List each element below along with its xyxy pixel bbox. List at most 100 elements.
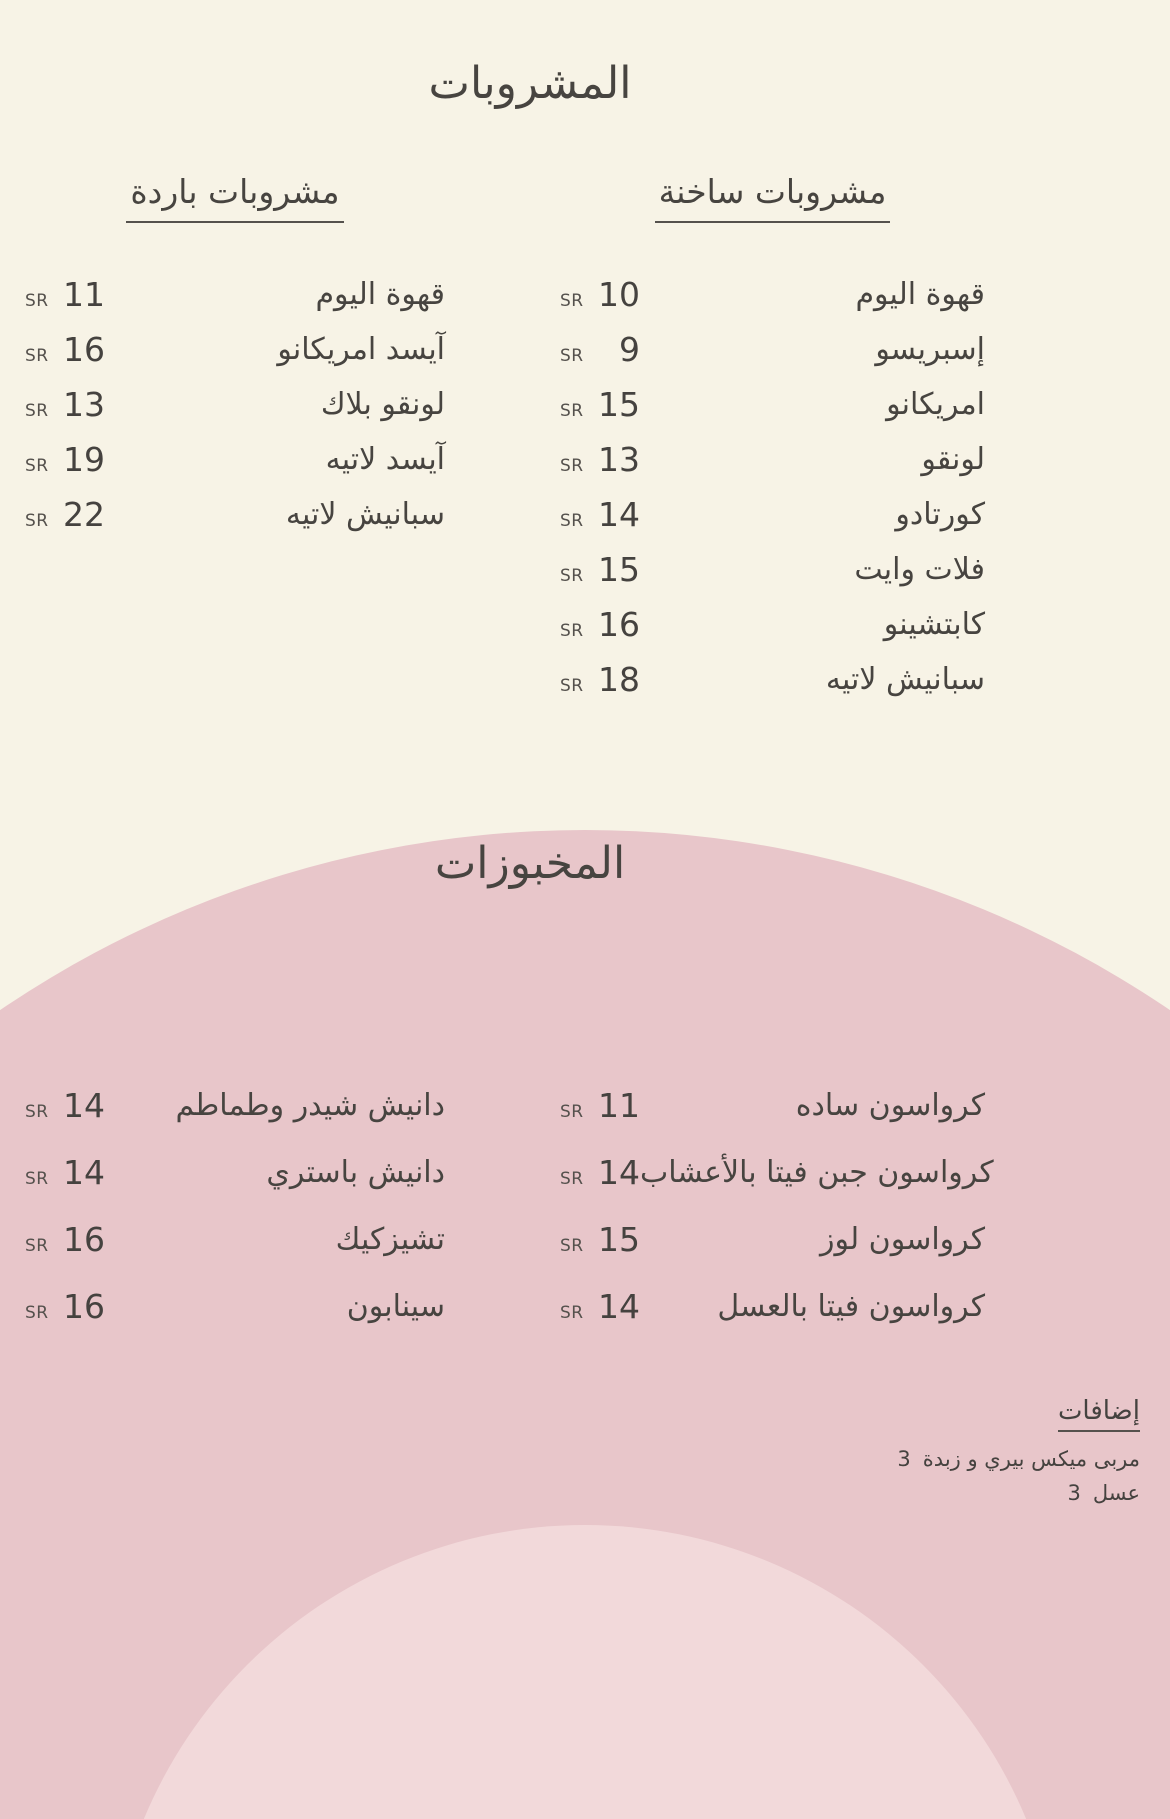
- extras-section: إضافات مربى ميكس بيري و زبدة 3 عسل 3: [897, 1396, 1140, 1510]
- bakery-left-column: SR 14 دانيش شيدر وطماطم SR 14 دانيش باستري…: [25, 1072, 445, 1340]
- extras-header: إضافات: [1057, 1396, 1140, 1432]
- menu-item-row: SR 14 دانيش شيدر وطماطم: [25, 1072, 445, 1139]
- item-price: SR 10: [560, 275, 640, 314]
- currency-label: SR: [25, 1102, 49, 1122]
- menu-item-row: SR 16 سينابون: [25, 1273, 445, 1340]
- item-name: سينابون: [346, 1289, 445, 1324]
- currency-label: SR: [25, 401, 49, 421]
- cold-drinks-header-label: مشروبات باردة: [126, 172, 344, 223]
- menu-item-row: SR 14 كورتادو: [560, 487, 985, 542]
- item-name: قهوة اليوم: [855, 277, 985, 312]
- menu-item-row: SR 9 إسبريسو: [560, 322, 985, 377]
- item-name: آيسد لاتيه: [325, 442, 445, 477]
- price-value: 13: [63, 385, 105, 424]
- item-name: لونقو: [921, 442, 985, 477]
- hot-drinks-header-label: مشروبات ساخنة: [654, 172, 891, 223]
- price-value: 14: [598, 1287, 640, 1326]
- currency-label: SR: [560, 1169, 584, 1189]
- price-value: 15: [598, 550, 640, 589]
- item-name: امريكانو: [886, 387, 985, 422]
- menu-item-row: SR 14 كرواسون جبن فيتا بالأعشاب: [560, 1139, 994, 1206]
- price-value: 11: [63, 275, 105, 314]
- beverages-section-title: المشروبات: [428, 58, 632, 109]
- item-price: SR 11: [560, 1086, 640, 1125]
- currency-label: SR: [560, 401, 584, 421]
- currency-label: SR: [25, 1169, 49, 1189]
- menu-item-row: SR 15 فلات وايت: [560, 542, 985, 597]
- item-price: SR 14: [25, 1153, 105, 1192]
- extra-item-row: عسل 3: [897, 1476, 1140, 1510]
- item-price: SR 16: [560, 605, 640, 644]
- price-value: 14: [598, 495, 640, 534]
- currency-label: SR: [560, 621, 584, 641]
- extra-item-row: مربى ميكس بيري و زبدة 3: [897, 1442, 1140, 1476]
- item-price: SR 16: [25, 1220, 105, 1259]
- menu-item-row: SR 15 كرواسون لوز: [560, 1206, 985, 1273]
- currency-label: SR: [25, 1303, 49, 1323]
- item-name: آيسد امريكانو: [277, 332, 445, 367]
- item-name: كابتشينو: [883, 607, 985, 642]
- hot-drinks-header: مشروبات ساخنة: [560, 172, 985, 223]
- currency-label: SR: [25, 346, 49, 366]
- menu-item-row: SR 16 آيسد امريكانو: [25, 322, 445, 377]
- cold-drinks-column: مشروبات باردة SR 11 قهوة اليوم SR 16 آيسد …: [25, 172, 445, 542]
- menu-item-row: SR 11 كرواسون ساده: [560, 1072, 985, 1139]
- currency-label: SR: [25, 456, 49, 476]
- item-name: سبانيش لاتيه: [825, 662, 985, 697]
- item-price: SR 14: [25, 1086, 105, 1125]
- item-price: SR 22: [25, 495, 105, 534]
- bakery-section-title: المخبوزات: [434, 838, 626, 889]
- price-value: 9: [619, 330, 640, 369]
- menu-item-row: SR 18 سبانيش لاتيه: [560, 652, 985, 707]
- menu-item-row: SR 14 كرواسون فيتا بالعسل: [560, 1273, 985, 1340]
- item-name: إسبريسو: [875, 332, 985, 367]
- menu-item-row: SR 14 دانيش باستري: [25, 1139, 445, 1206]
- item-name: كورتادو: [895, 497, 985, 532]
- price-value: 13: [598, 440, 640, 479]
- currency-label: SR: [25, 291, 49, 311]
- item-name: كرواسون لوز: [820, 1222, 985, 1257]
- price-value: 16: [63, 330, 105, 369]
- currency-label: SR: [25, 1236, 49, 1256]
- currency-label: SR: [560, 1102, 584, 1122]
- price-value: 15: [598, 385, 640, 424]
- item-price: SR 14: [560, 1287, 640, 1326]
- menu-item-row: SR 13 لونقو: [560, 432, 985, 487]
- currency-label: SR: [560, 1236, 584, 1256]
- price-value: 19: [63, 440, 105, 479]
- item-price: SR 15: [560, 385, 640, 424]
- item-name: دانيش شيدر وطماطم: [175, 1088, 445, 1123]
- price-value: 14: [63, 1086, 105, 1125]
- extra-name: عسل: [1092, 1481, 1140, 1505]
- item-price: SR 11: [25, 275, 105, 314]
- hot-drinks-column: مشروبات ساخنة SR 10 قهوة اليوم SR 9 إسبريس…: [560, 172, 985, 707]
- extra-price: 3: [897, 1447, 911, 1471]
- bakery-right-column: SR 11 كرواسون ساده SR 14 كرواسون جبن فيتا …: [560, 1072, 994, 1340]
- price-value: 18: [598, 660, 640, 699]
- currency-label: SR: [560, 511, 584, 531]
- item-price: SR 15: [560, 1220, 640, 1259]
- item-name: فلات وايت: [854, 552, 985, 587]
- currency-label: SR: [560, 676, 584, 696]
- price-value: 16: [598, 605, 640, 644]
- item-name: لونقو بلاك: [320, 387, 445, 422]
- price-value: 14: [598, 1153, 640, 1192]
- currency-label: SR: [25, 511, 49, 531]
- item-price: SR 16: [25, 1287, 105, 1326]
- price-value: 15: [598, 1220, 640, 1259]
- menu-item-row: SR 11 قهوة اليوم: [25, 267, 445, 322]
- item-price: SR 18: [560, 660, 640, 699]
- item-name: كرواسون ساده: [795, 1088, 985, 1123]
- currency-label: SR: [560, 566, 584, 586]
- item-name: كرواسون فيتا بالعسل: [717, 1289, 985, 1324]
- item-price: SR 13: [560, 440, 640, 479]
- menu-item-row: SR 13 لونقو بلاك: [25, 377, 445, 432]
- item-price: SR 13: [25, 385, 105, 424]
- item-price: SR 14: [560, 1153, 640, 1192]
- price-value: 14: [63, 1153, 105, 1192]
- menu-item-row: SR 16 كابتشينو: [560, 597, 985, 652]
- item-price: SR 14: [560, 495, 640, 534]
- extra-price: 3: [1067, 1481, 1081, 1505]
- item-price: SR 16: [25, 330, 105, 369]
